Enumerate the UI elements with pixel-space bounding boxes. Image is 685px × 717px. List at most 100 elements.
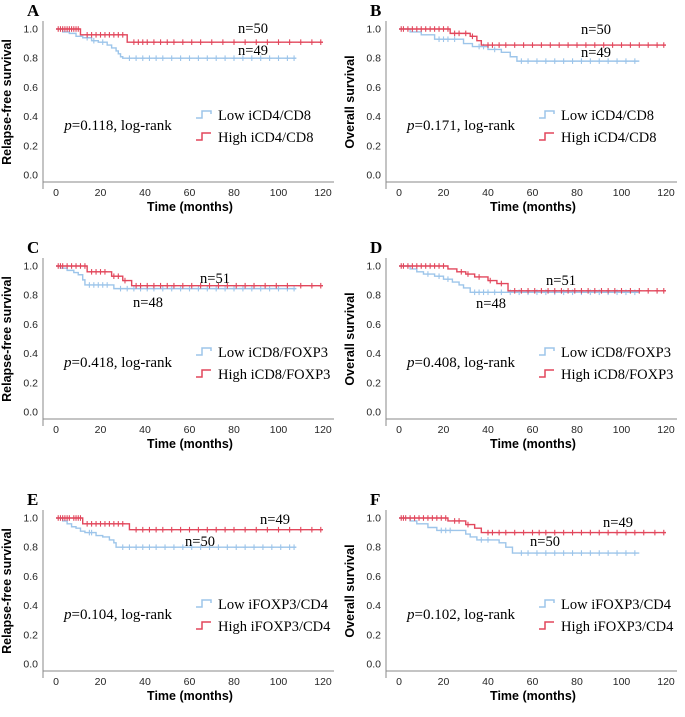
legend-label: High iCD8/FOXP3 <box>218 367 330 383</box>
x-tick-label: 120 <box>314 424 332 436</box>
censor-marks-high-icd8-foxp3 <box>56 263 323 289</box>
y-tick-label: 0.6 <box>23 319 38 331</box>
x-tick-label: 120 <box>314 676 332 688</box>
km-curve-low-icd4-cd8 <box>399 28 640 62</box>
y-tick-label: 0.8 <box>23 53 38 65</box>
y-tick-label: 0.0 <box>23 407 38 419</box>
legend-label: Low iCD8/FOXP3 <box>218 345 328 361</box>
y-tick-label: 0.8 <box>23 290 38 302</box>
legend-label: Low iCD4/CD8 <box>561 108 654 124</box>
legend-step-symbol <box>196 599 212 608</box>
x-tick-label: 40 <box>482 424 494 436</box>
legend-step-symbol <box>539 599 555 608</box>
x-tick-label: 0 <box>396 187 402 199</box>
x-tick-label: 60 <box>527 187 539 199</box>
legend-step-symbol <box>539 621 554 630</box>
n-count-label: n=48 <box>133 295 163 311</box>
x-axis-title: Time (months) <box>490 437 576 451</box>
panel-d: D 0.0 0.2 0.4 0.6 0.8 1.0 0 20 40 60 80 100 120 Overa… <box>343 237 685 464</box>
x-tick-label: 100 <box>270 424 288 436</box>
x-tick-label: 60 <box>527 424 539 436</box>
km-curve-high-icd8-foxp3 <box>56 265 323 287</box>
x-tick-label: 0 <box>396 424 402 436</box>
p-value-label: p=0.118, log-rank <box>63 118 172 134</box>
legend-label: High iCD4/CD8 <box>218 130 313 146</box>
x-tick-label: 20 <box>95 187 107 199</box>
x-tick-label: 40 <box>482 187 494 199</box>
panel-letter: E <box>27 490 39 509</box>
censor-marks-high-ifoxp3-cd4 <box>399 515 666 536</box>
y-tick-label: 0.0 <box>23 170 38 182</box>
x-tick-label: 40 <box>482 676 494 688</box>
censor-marks-low-icd8-foxp3 <box>87 282 297 292</box>
censor-marks-low-ifoxp3-cd4 <box>439 527 638 556</box>
y-tick-label: 0.2 <box>23 629 38 641</box>
x-tick-label: 20 <box>438 676 450 688</box>
panel-letter: F <box>370 490 381 509</box>
legend-label: Low iCD8/FOXP3 <box>561 345 671 361</box>
n-count-label: n=49 <box>603 515 633 531</box>
n-count-label: n=50 <box>185 534 215 550</box>
x-tick-label: 40 <box>139 676 151 688</box>
legend-step-symbol <box>196 369 211 378</box>
y-tick-label: 1.0 <box>366 261 381 273</box>
x-tick-label: 20 <box>95 676 107 688</box>
y-tick-label: 1.0 <box>366 24 381 36</box>
x-tick-label: 80 <box>228 187 240 199</box>
n-count-label: n=50 <box>238 21 268 37</box>
legend-label: High iFOXP3/CD4 <box>218 619 331 635</box>
y-axis-title: Overall survival <box>343 55 357 148</box>
panel-b: B 0.0 0.2 0.4 0.6 0.8 1.0 0 20 40 60 80 100 120 Overa… <box>343 0 685 227</box>
y-tick-label: 1.0 <box>23 513 38 525</box>
x-tick-label: 100 <box>270 676 288 688</box>
y-axis-title: Overall survival <box>343 292 357 385</box>
n-count-label: n=51 <box>200 271 230 287</box>
y-tick-label: 0.4 <box>366 600 381 612</box>
x-tick-label: 60 <box>184 187 196 199</box>
x-tick-label: 120 <box>657 424 675 436</box>
y-tick-label: 1.0 <box>366 513 381 525</box>
x-tick-label: 80 <box>571 424 583 436</box>
legend-label: High iCD4/CD8 <box>561 130 656 146</box>
x-tick-label: 40 <box>139 187 151 199</box>
x-tick-label: 0 <box>53 424 59 436</box>
x-tick-label: 120 <box>657 187 675 199</box>
censor-marks-high-ifoxp3-cd4 <box>56 515 323 533</box>
n-count-label: n=48 <box>476 296 506 312</box>
km-curve-high-ifoxp3-cd4 <box>399 517 666 534</box>
panel-letter: C <box>27 238 40 257</box>
x-tick-label: 100 <box>613 676 631 688</box>
y-tick-label: 0.4 <box>366 348 381 360</box>
n-count-label: n=50 <box>581 22 611 38</box>
y-axis-title: Relapse-free survival <box>0 528 14 654</box>
x-tick-label: 80 <box>571 187 583 199</box>
x-tick-label: 0 <box>53 676 59 688</box>
y-tick-label: 0.2 <box>23 377 38 389</box>
n-count-label: n=49 <box>238 43 268 59</box>
panel-letter: B <box>370 1 382 20</box>
censor-marks-low-icd4-cd8 <box>84 34 297 61</box>
km-curve-low-ifoxp3-cd4 <box>56 517 297 548</box>
y-tick-label: 1.0 <box>23 261 38 273</box>
km-plot-e: 0.0 0.2 0.4 0.6 0.8 1.0 0 20 40 60 80 100 120 Relapse… <box>0 510 334 703</box>
panel-letter: A <box>27 1 40 20</box>
panel-f: F 0.0 0.2 0.4 0.6 0.8 1.0 0 20 40 60 80 100 120 Overa… <box>343 489 685 716</box>
km-plot-c: 0.0 0.2 0.4 0.6 0.8 1.0 0 20 40 60 80 100 120 Relapse… <box>0 258 334 451</box>
km-plot-f: 0.0 0.2 0.4 0.6 0.8 1.0 0 20 40 60 80 100 120 Overall… <box>343 510 677 703</box>
legend-step-symbol <box>196 621 211 630</box>
y-tick-label: 0.2 <box>366 629 381 641</box>
p-value-label: p=0.408, log-rank <box>406 355 516 371</box>
x-tick-label: 40 <box>139 424 151 436</box>
y-tick-label: 0.6 <box>23 82 38 94</box>
censor-marks-low-ifoxp3-cd4 <box>87 529 297 550</box>
y-axis-title: Overall survival <box>343 544 357 637</box>
x-tick-label: 80 <box>228 676 240 688</box>
x-tick-label: 100 <box>270 187 288 199</box>
y-axis-title: Relapse-free survival <box>0 276 14 402</box>
censor-marks-high-icd4-cd8 <box>56 26 323 45</box>
legend-label: High iFOXP3/CD4 <box>561 619 674 635</box>
y-tick-label: 0.4 <box>23 600 38 612</box>
y-tick-label: 0.6 <box>23 571 38 583</box>
legend-step-symbol <box>196 347 212 356</box>
y-tick-label: 0.8 <box>366 290 381 302</box>
